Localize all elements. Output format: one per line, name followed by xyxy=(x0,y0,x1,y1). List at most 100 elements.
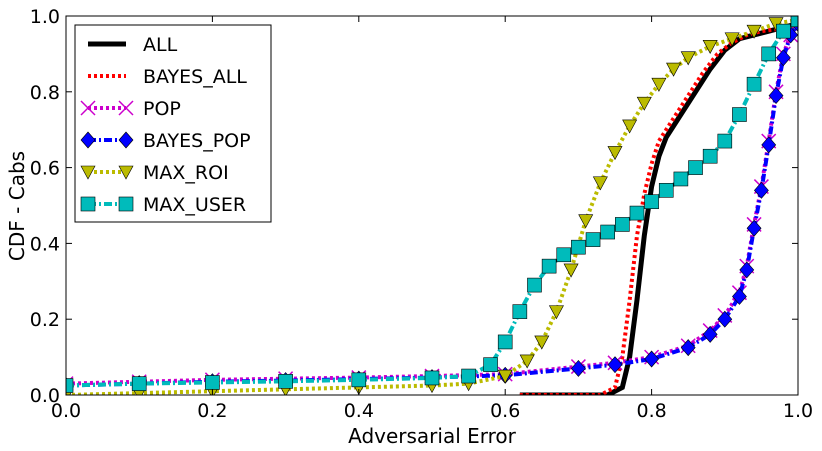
data-point-max-roi xyxy=(622,119,638,134)
data-point-max-user xyxy=(673,171,689,187)
data-point-max-roi xyxy=(534,335,550,350)
y-tick-label: 0.2 xyxy=(30,309,60,331)
y-tick-label: 0.8 xyxy=(30,82,60,104)
data-point-max-roi xyxy=(519,354,535,369)
data-point-max-user xyxy=(556,247,572,263)
x-axis-label: Adversarial Error xyxy=(348,424,517,448)
legend-item-max-user: MAX_USER xyxy=(80,194,246,216)
legend-marker xyxy=(80,196,96,212)
y-tick-label: 0.4 xyxy=(30,233,60,255)
data-point-max-user xyxy=(790,16,798,28)
data-point-max-user xyxy=(717,133,733,149)
data-point-bayes-pop xyxy=(571,360,586,377)
data-point-max-roi xyxy=(724,32,740,47)
data-point-bayes-pop xyxy=(754,181,769,199)
data-point-max-user xyxy=(66,378,74,393)
legend-item-pop: POP xyxy=(80,98,181,120)
data-point-max-roi xyxy=(548,305,564,320)
legend-marker xyxy=(118,100,134,116)
data-point-max-user xyxy=(527,277,542,293)
y-tick-label: 0.6 xyxy=(30,158,60,180)
data-point-max-user xyxy=(483,357,498,372)
data-point-max-user xyxy=(688,160,703,175)
data-point-max-user xyxy=(658,183,674,198)
series-line-bayes-all xyxy=(519,23,798,395)
data-point-bayes-pop xyxy=(768,87,784,105)
data-point-bayes-pop xyxy=(746,219,762,237)
legend-label: MAX_ROI xyxy=(143,162,229,184)
legend-marker xyxy=(80,131,96,149)
data-point-bayes-pop xyxy=(761,136,777,154)
legend-marker xyxy=(80,165,96,180)
x-tick-label: 1.0 xyxy=(783,400,813,422)
x-tick-label: 0.6 xyxy=(490,400,520,422)
legend-marker xyxy=(118,196,134,212)
data-point-max-user xyxy=(600,224,615,240)
data-point-max-roi xyxy=(497,369,513,384)
data-point-max-roi xyxy=(651,77,667,92)
data-point-max-user xyxy=(512,304,528,319)
data-point-max-user xyxy=(746,76,762,92)
legend-item-all: ALL xyxy=(88,34,178,56)
data-point-bayes-pop xyxy=(775,49,791,67)
data-point-max-user xyxy=(629,205,645,221)
data-point-max-user xyxy=(278,374,293,389)
x-tick-label: 0.0 xyxy=(51,400,81,422)
data-point-max-user xyxy=(351,372,367,388)
data-point-max-user xyxy=(585,232,601,247)
legend-box xyxy=(74,24,272,223)
legend-marker xyxy=(118,165,134,180)
data-point-max-user xyxy=(615,217,630,232)
data-point-max-roi xyxy=(578,214,594,229)
series-max-user xyxy=(66,16,798,393)
legend-label: ALL xyxy=(143,34,178,56)
data-point-bayes-pop xyxy=(717,310,733,328)
legend-label: BAYES_POP xyxy=(143,130,251,152)
data-point-max-roi xyxy=(746,24,762,39)
series-line-pop xyxy=(66,22,798,386)
data-point-max-user xyxy=(205,375,220,390)
data-point-max-roi xyxy=(666,62,682,77)
data-point-max-user xyxy=(571,239,586,255)
y-axis-label: CDF - Cabs xyxy=(5,151,29,261)
data-point-bayes-pop xyxy=(739,261,755,279)
legend-label: BAYES_ALL xyxy=(143,66,247,88)
y-tick-label: 0.0 xyxy=(30,385,60,407)
data-point-max-user xyxy=(497,334,513,350)
plot-frame xyxy=(65,15,799,396)
data-point-max-roi xyxy=(680,51,696,66)
data-point-max-roi xyxy=(607,146,623,161)
ticks-layer: 0.0 0.2 0.4 0.6 0.8 1.0 0.0 0.2 0.4 0.6 0.8 1.0 xyxy=(30,6,813,422)
data-point-max-roi xyxy=(702,40,718,54)
data-point-bayes-pop xyxy=(680,339,696,357)
data-point-max-user xyxy=(776,23,791,39)
data-point-bayes-pop xyxy=(644,350,659,368)
legend: ALL BAYES_ALL POP BAYES_POP MAX_ROI MAX_USER xyxy=(74,24,272,223)
data-point-max-user xyxy=(702,148,718,164)
data-point-max-roi xyxy=(592,176,608,191)
data-point-max-user xyxy=(644,194,659,210)
legend-marker xyxy=(80,100,96,116)
series-bayes-all xyxy=(519,23,798,395)
legend-item-bayes-pop: BAYES_POP xyxy=(80,130,251,152)
data-point-max-user xyxy=(761,46,777,62)
x-tick-label: 0.8 xyxy=(636,400,666,422)
legend-label: POP xyxy=(143,98,181,120)
data-point-max-user xyxy=(424,370,440,386)
data-point-bayes-pop xyxy=(702,325,718,343)
y-tick-label: 1.0 xyxy=(30,6,60,28)
legend-item-bayes-all: BAYES_ALL xyxy=(88,66,247,88)
data-point-max-user xyxy=(461,368,476,384)
legend-item-max-roi: MAX_ROI xyxy=(80,162,229,184)
data-point-max-user xyxy=(541,258,557,274)
legend-marker xyxy=(118,131,134,149)
legend-label: MAX_USER xyxy=(143,194,246,216)
data-point-max-roi xyxy=(563,263,579,278)
data-point-max-user xyxy=(732,107,747,122)
x-tick-label: 0.4 xyxy=(344,400,374,422)
series-layer xyxy=(66,16,798,395)
series-max-roi xyxy=(66,16,798,395)
data-point-bayes-pop xyxy=(732,288,747,305)
data-point-bayes-pop xyxy=(607,356,623,374)
